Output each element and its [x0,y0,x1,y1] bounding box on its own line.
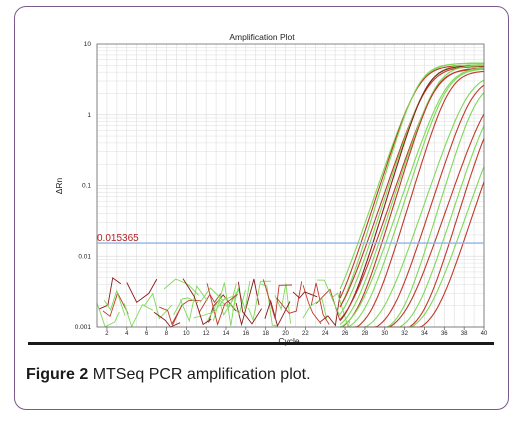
amplification-plot: 2 4 6 8 10 12 14 16 18 20 22 24 26 28 30 32 34 36 38 401010… [54,32,488,346]
x-tick-label: 40 [481,331,488,337]
noise-trace [320,290,341,327]
x-tick-label: 24 [322,331,329,337]
y-tick-label: 10 [84,41,92,48]
noise-trace [103,289,126,316]
x-tick-label: 36 [441,331,448,337]
noise-trace [126,278,158,303]
noise-trace [193,297,227,319]
noise-trace [163,278,199,296]
x-tick-label: 2 [105,331,109,337]
x-tick-label: 10 [183,331,190,337]
noise-trace [206,283,238,326]
y-tick-label: 1 [87,112,91,119]
noise-trace [302,298,328,320]
noise-trace [276,281,303,314]
plot-border [96,43,485,328]
noise-trace [316,279,341,317]
y-axis-label: ΔRn [54,177,64,194]
x-tick-label: 26 [342,331,349,337]
noise-trace [159,304,183,326]
noise-trace [123,303,154,328]
y-tick-label: 0.01 [78,253,91,260]
x-tick-label: 22 [302,331,309,337]
baseline-noise [96,277,351,328]
y-tick-label: 0.001 [75,324,92,331]
noise-trace [198,293,221,314]
threshold-label: 0.015365 [97,233,139,244]
noise-trace [98,277,122,310]
noise-trace [292,291,318,299]
noise-trace [247,280,272,322]
noise-trace [310,282,330,325]
caption-label: Figure 2 [26,366,93,383]
x-tick-label: 12 [203,331,210,337]
x-tick-label: 18 [262,331,269,337]
y-tick-label: 0.1 [82,183,91,190]
noise-trace [232,281,251,311]
noise-trace [262,279,293,319]
amplification-curve [340,68,485,328]
noise-trace [274,283,292,324]
chart-title: Amplification Plot [229,32,295,42]
x-tick-label: 16 [243,331,250,337]
axes: 2 4 6 8 10 12 14 16 18 20 22 24 26 28 30 32 34 36 38 401010… [75,41,488,337]
x-tick-label: 38 [461,331,468,337]
noise-trace [302,285,322,325]
x-tick-label: 30 [381,331,388,337]
x-tick-label: 32 [401,331,408,337]
amplification-curve [339,67,485,328]
amplification-curve [339,64,484,315]
noise-trace [102,291,129,318]
noise-trace [179,285,208,323]
x-tick-label: 34 [421,331,428,337]
noise-trace [182,278,212,326]
noise-trace [143,292,173,320]
x-axis-label: Cycle [278,336,300,346]
noise-trace [96,302,120,328]
figure-caption: Figure 2 MTSeq PCR amplification plot. [26,366,311,384]
amplification-curve [340,70,485,328]
noise-trace [264,299,291,328]
x-tick-label: 6 [145,331,149,337]
amplification-curve [340,68,484,328]
caption-rule [28,342,494,345]
x-tick-label: 4 [125,331,129,337]
amplification-curve [339,64,485,325]
noise-trace [173,297,199,316]
amplification-curve [339,65,484,322]
caption-text: MTSeq PCR amplification plot. [92,366,311,383]
x-tick-label: 20 [282,331,289,337]
x-tick-label: 28 [362,331,369,337]
grid-layer [96,44,485,328]
noise-trace [199,287,236,303]
noise-trace [237,281,262,325]
noise-trace [153,311,181,328]
x-tick-label: 14 [223,331,230,337]
x-tick-label: 8 [165,331,169,337]
noise-trace [212,282,237,326]
noise-trace [218,283,237,316]
noise-trace [205,288,240,324]
